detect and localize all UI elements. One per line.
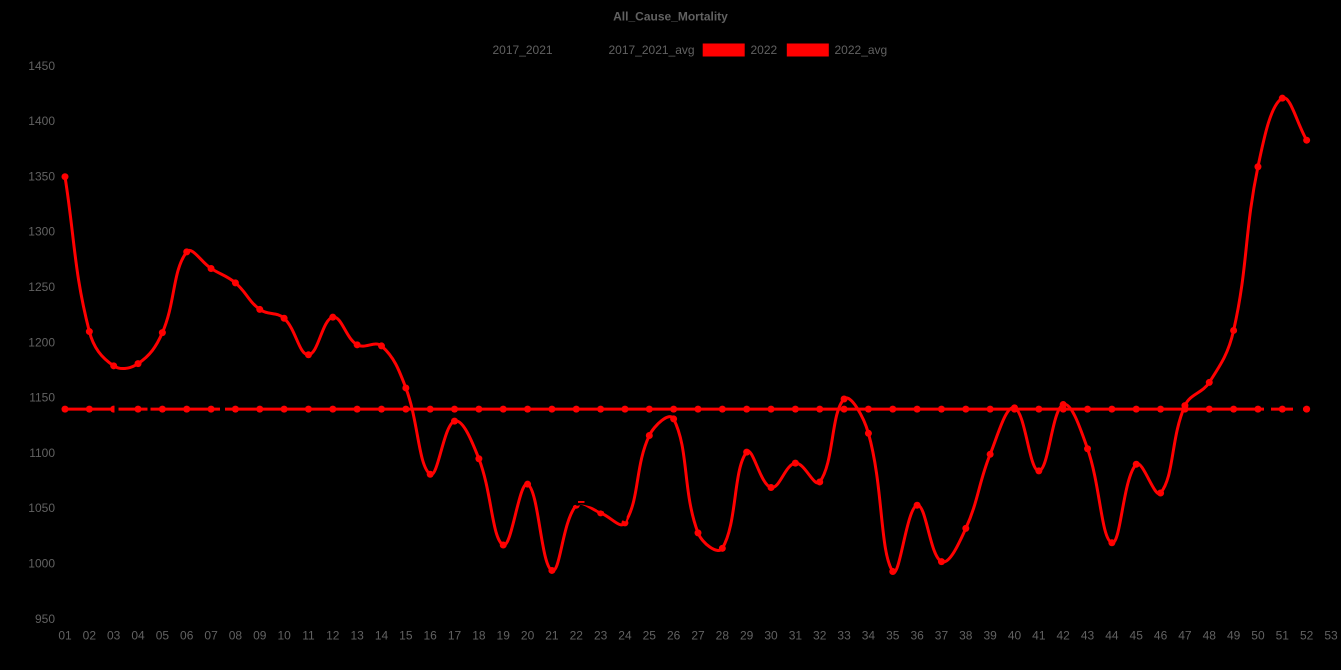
svg-text:29: 29 xyxy=(740,629,754,643)
svg-text:1050: 1050 xyxy=(28,501,55,515)
svg-text:1150: 1150 xyxy=(29,391,55,405)
svg-text:39: 39 xyxy=(983,629,997,643)
svg-text:45: 45 xyxy=(1130,629,1144,643)
svg-text:1250: 1250 xyxy=(28,280,55,294)
svg-text:2022: 2022 xyxy=(751,43,778,57)
svg-text:53: 53 xyxy=(1324,629,1338,643)
svg-text:950: 950 xyxy=(35,612,55,626)
svg-text:1350: 1350 xyxy=(28,169,55,183)
svg-text:31: 31 xyxy=(789,629,803,643)
svg-text:2017_2021: 2017_2021 xyxy=(493,43,553,57)
svg-text:20: 20 xyxy=(521,629,535,643)
svg-text:1450: 1450 xyxy=(28,59,55,73)
svg-text:41: 41 xyxy=(1032,629,1046,643)
svg-text:14: 14 xyxy=(375,629,389,643)
svg-text:12: 12 xyxy=(326,629,340,643)
svg-text:17: 17 xyxy=(448,629,462,643)
svg-text:51: 51 xyxy=(1276,629,1290,643)
svg-text:30: 30 xyxy=(764,629,778,643)
svg-text:11: 11 xyxy=(302,629,315,643)
svg-text:06: 06 xyxy=(180,629,194,643)
svg-text:34: 34 xyxy=(862,629,876,643)
svg-text:1200: 1200 xyxy=(28,335,55,349)
svg-text:48: 48 xyxy=(1203,629,1217,643)
svg-text:09: 09 xyxy=(253,629,267,643)
svg-text:23: 23 xyxy=(594,629,608,643)
svg-text:10: 10 xyxy=(277,629,291,643)
svg-text:2022_avg: 2022_avg xyxy=(835,43,888,57)
svg-text:18: 18 xyxy=(472,629,486,643)
svg-text:47: 47 xyxy=(1178,629,1192,643)
svg-text:46: 46 xyxy=(1154,629,1168,643)
svg-text:25: 25 xyxy=(643,629,657,643)
svg-text:49: 49 xyxy=(1227,629,1241,643)
svg-text:43: 43 xyxy=(1081,629,1095,643)
svg-text:1000: 1000 xyxy=(28,557,55,571)
svg-text:28: 28 xyxy=(716,629,730,643)
svg-text:37: 37 xyxy=(935,629,949,643)
svg-text:All_Cause_Mortality: All_Cause_Mortality xyxy=(613,10,728,24)
svg-text:42: 42 xyxy=(1057,629,1071,643)
svg-text:1400: 1400 xyxy=(28,114,55,128)
svg-text:16: 16 xyxy=(424,629,438,643)
svg-text:13: 13 xyxy=(350,629,364,643)
svg-text:15: 15 xyxy=(399,629,413,643)
svg-text:1300: 1300 xyxy=(28,225,55,239)
svg-text:36: 36 xyxy=(910,629,924,643)
svg-text:33: 33 xyxy=(837,629,851,643)
svg-text:1100: 1100 xyxy=(29,446,55,460)
svg-text:19: 19 xyxy=(497,629,511,643)
svg-text:21: 21 xyxy=(545,629,559,643)
svg-text:44: 44 xyxy=(1105,629,1119,643)
svg-text:07: 07 xyxy=(204,629,218,643)
svg-text:08: 08 xyxy=(229,629,243,643)
svg-text:04: 04 xyxy=(131,629,145,643)
svg-text:26: 26 xyxy=(667,629,681,643)
svg-text:2017_2021_avg: 2017_2021_avg xyxy=(609,43,695,57)
svg-text:01: 01 xyxy=(58,629,72,643)
svg-text:22: 22 xyxy=(570,629,584,643)
svg-text:03: 03 xyxy=(107,629,121,643)
svg-text:02: 02 xyxy=(83,629,97,643)
svg-text:24: 24 xyxy=(618,629,632,643)
svg-text:35: 35 xyxy=(886,629,900,643)
svg-text:50: 50 xyxy=(1251,629,1265,643)
svg-text:05: 05 xyxy=(156,629,170,643)
svg-text:27: 27 xyxy=(691,629,705,643)
svg-text:40: 40 xyxy=(1008,629,1022,643)
svg-text:32: 32 xyxy=(813,629,827,643)
svg-text:38: 38 xyxy=(959,629,973,643)
svg-text:52: 52 xyxy=(1300,629,1314,643)
